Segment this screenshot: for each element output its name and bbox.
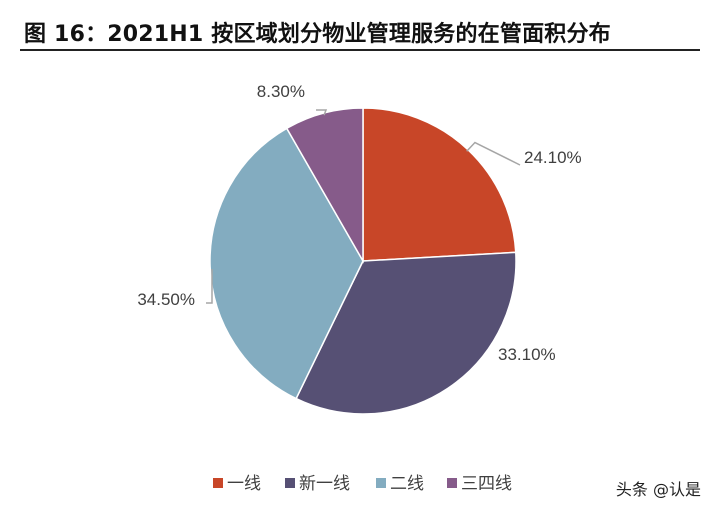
data-label-1: 24.10% xyxy=(524,148,582,167)
data-label-4: 8.30% xyxy=(257,82,305,101)
data-label-2: 33.10% xyxy=(498,345,556,364)
data-label-3: 34.50% xyxy=(137,290,195,309)
title-divider xyxy=(20,49,700,51)
pie-slice-4 xyxy=(285,107,364,264)
leader-line-3 xyxy=(206,269,213,304)
chart-title: 图 16：2021H1 按区域划分物业管理服务的在管面积分布 xyxy=(24,22,611,47)
watermark: 头条 @认是 xyxy=(615,480,701,499)
leader-line-4 xyxy=(316,109,328,116)
pie-slice-1 xyxy=(362,107,517,262)
legend-label-2: 新一线 xyxy=(299,474,350,494)
legend-swatch-4 xyxy=(447,478,457,488)
legend-swatch-3 xyxy=(376,478,386,488)
legend-swatch-2 xyxy=(285,478,295,488)
legend-swatch-1 xyxy=(213,478,223,488)
leader-line-1 xyxy=(466,141,521,166)
legend-label-1: 一线 xyxy=(227,474,261,494)
pie-slice-2 xyxy=(295,251,517,415)
legend-label-3: 二线 xyxy=(390,474,424,494)
legend-label-4: 三四线 xyxy=(461,474,512,494)
